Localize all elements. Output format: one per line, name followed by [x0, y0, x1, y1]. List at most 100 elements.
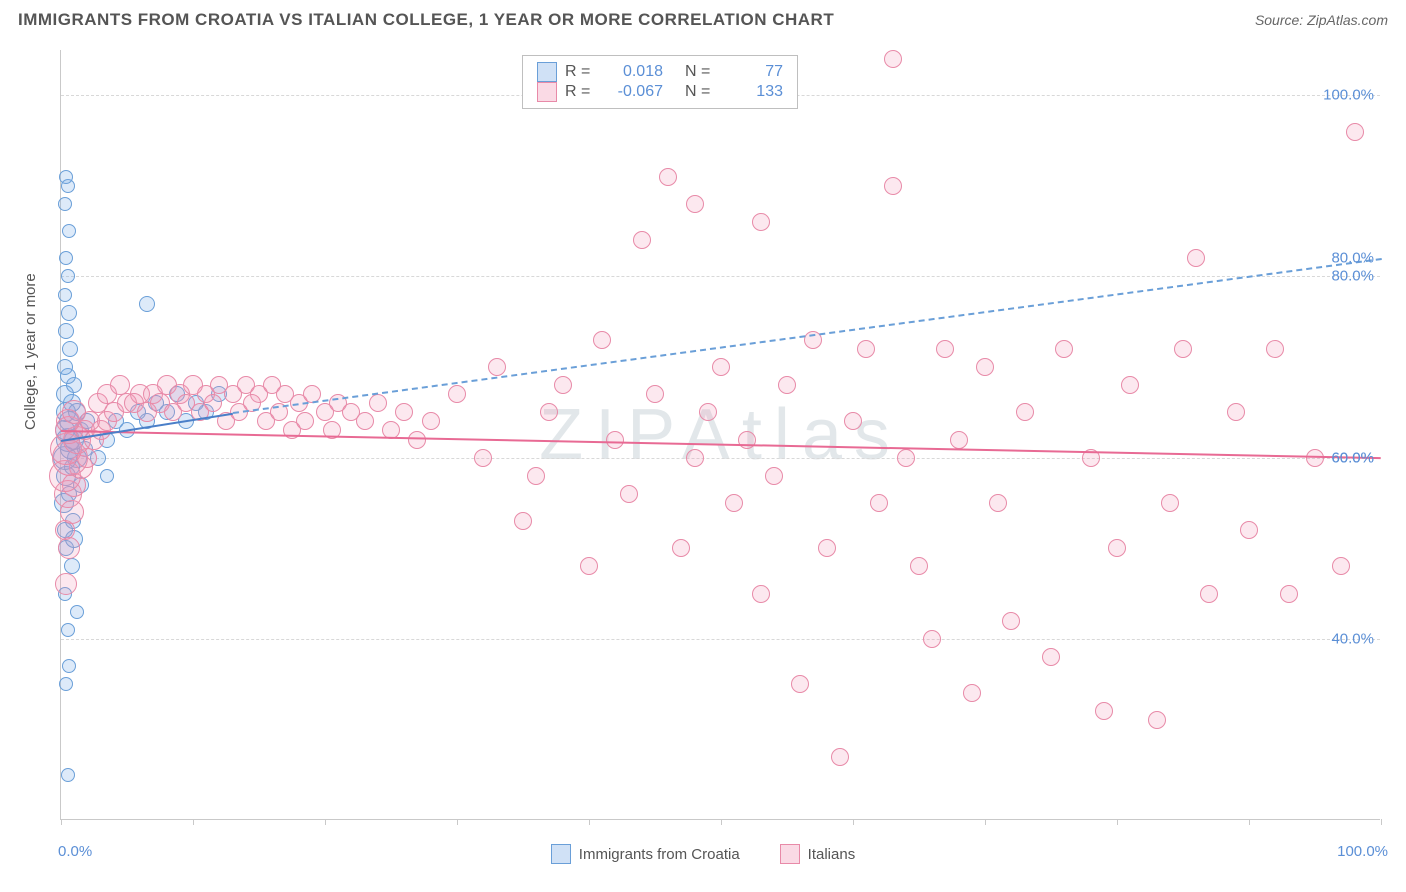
data-point — [672, 539, 690, 557]
legend-item: Immigrants from Croatia — [551, 844, 740, 864]
data-point — [55, 573, 77, 595]
data-point — [1200, 585, 1218, 603]
data-point — [884, 177, 902, 195]
data-point — [58, 197, 72, 211]
legend-item: Italians — [780, 844, 856, 864]
r-label: R = — [565, 83, 595, 101]
data-point — [659, 168, 677, 186]
x-axis-min-label: 0.0% — [58, 843, 92, 860]
data-point — [897, 449, 915, 467]
legend-stat-row: R =0.018N =77 — [537, 62, 783, 82]
data-point — [110, 375, 130, 395]
x-tick-mark — [853, 819, 854, 825]
data-point — [204, 394, 222, 412]
data-point — [963, 684, 981, 702]
watermark-text: ZIPAtlas — [539, 394, 902, 476]
legend-swatch-icon — [551, 844, 571, 864]
data-point — [976, 358, 994, 376]
data-point — [633, 231, 651, 249]
data-point — [1174, 340, 1192, 358]
data-point — [1332, 557, 1350, 575]
data-point — [699, 403, 717, 421]
data-point — [527, 467, 545, 485]
correlation-legend: R =0.018N =77R =-0.067N =133 — [522, 55, 798, 109]
data-point — [1108, 539, 1126, 557]
data-point — [59, 170, 73, 184]
gridline — [61, 458, 1380, 459]
data-point — [58, 537, 80, 559]
data-point — [100, 469, 114, 483]
data-point — [593, 331, 611, 349]
data-point — [752, 213, 770, 231]
data-point — [989, 494, 1007, 512]
data-point — [64, 558, 80, 574]
data-point — [488, 358, 506, 376]
trend-end-label-croatia: 80.0% — [1331, 250, 1374, 267]
data-point — [1161, 494, 1179, 512]
n-label: N = — [685, 63, 715, 81]
data-point — [646, 385, 664, 403]
data-point — [752, 585, 770, 603]
data-point — [620, 485, 638, 503]
data-point — [57, 359, 73, 375]
data-point — [61, 623, 75, 637]
y-tick-label: 100.0% — [1323, 87, 1374, 104]
data-point — [1148, 711, 1166, 729]
trend-end-label-italians: 60.0% — [1331, 449, 1374, 466]
n-label: N = — [685, 83, 715, 101]
scatter-chart: ZIPAtlas 40.0%60.0%80.0%100.0%80.0%60.0% — [60, 50, 1380, 820]
data-point — [540, 403, 558, 421]
data-point — [62, 224, 76, 238]
data-point — [1055, 340, 1073, 358]
n-value: 133 — [723, 83, 783, 101]
data-point — [778, 376, 796, 394]
r-value: 0.018 — [603, 63, 663, 81]
data-point — [408, 431, 426, 449]
series-legend: Immigrants from Croatia Italians — [0, 844, 1406, 864]
data-point — [1121, 376, 1139, 394]
data-point — [712, 358, 730, 376]
data-point — [580, 557, 598, 575]
legend-swatch-icon — [537, 62, 557, 82]
x-tick-mark — [1381, 819, 1382, 825]
data-point — [1042, 648, 1060, 666]
data-point — [950, 431, 968, 449]
x-tick-mark — [325, 819, 326, 825]
data-point — [62, 400, 86, 424]
data-point — [765, 467, 783, 485]
data-point — [70, 605, 84, 619]
data-point — [61, 269, 75, 283]
data-point — [1266, 340, 1284, 358]
source-prefix: Source: — [1255, 12, 1307, 28]
data-point — [686, 449, 704, 467]
data-point — [1227, 403, 1245, 421]
data-point — [474, 449, 492, 467]
legend-series-label: Italians — [808, 846, 856, 863]
data-point — [844, 412, 862, 430]
data-point — [1346, 123, 1364, 141]
n-value: 77 — [723, 63, 783, 81]
data-point — [296, 412, 314, 430]
data-point — [59, 677, 73, 691]
x-tick-mark — [1249, 819, 1250, 825]
x-tick-mark — [1117, 819, 1118, 825]
trend-line-italians — [61, 430, 1381, 459]
data-point — [1016, 403, 1034, 421]
data-point — [59, 251, 73, 265]
data-point — [791, 675, 809, 693]
data-point — [395, 403, 413, 421]
x-tick-mark — [721, 819, 722, 825]
data-point — [870, 494, 888, 512]
x-axis-max-label: 100.0% — [1337, 843, 1388, 860]
data-point — [606, 431, 624, 449]
source-attribution: Source: ZipAtlas.com — [1255, 12, 1388, 28]
trend-extrapolation-croatia — [232, 258, 1381, 414]
data-point — [923, 630, 941, 648]
data-point — [61, 305, 77, 321]
legend-stat-row: R =-0.067N =133 — [537, 82, 783, 102]
gridline — [61, 276, 1380, 277]
y-tick-label: 80.0% — [1331, 268, 1374, 285]
data-point — [884, 50, 902, 68]
data-point — [1095, 702, 1113, 720]
x-tick-mark — [193, 819, 194, 825]
